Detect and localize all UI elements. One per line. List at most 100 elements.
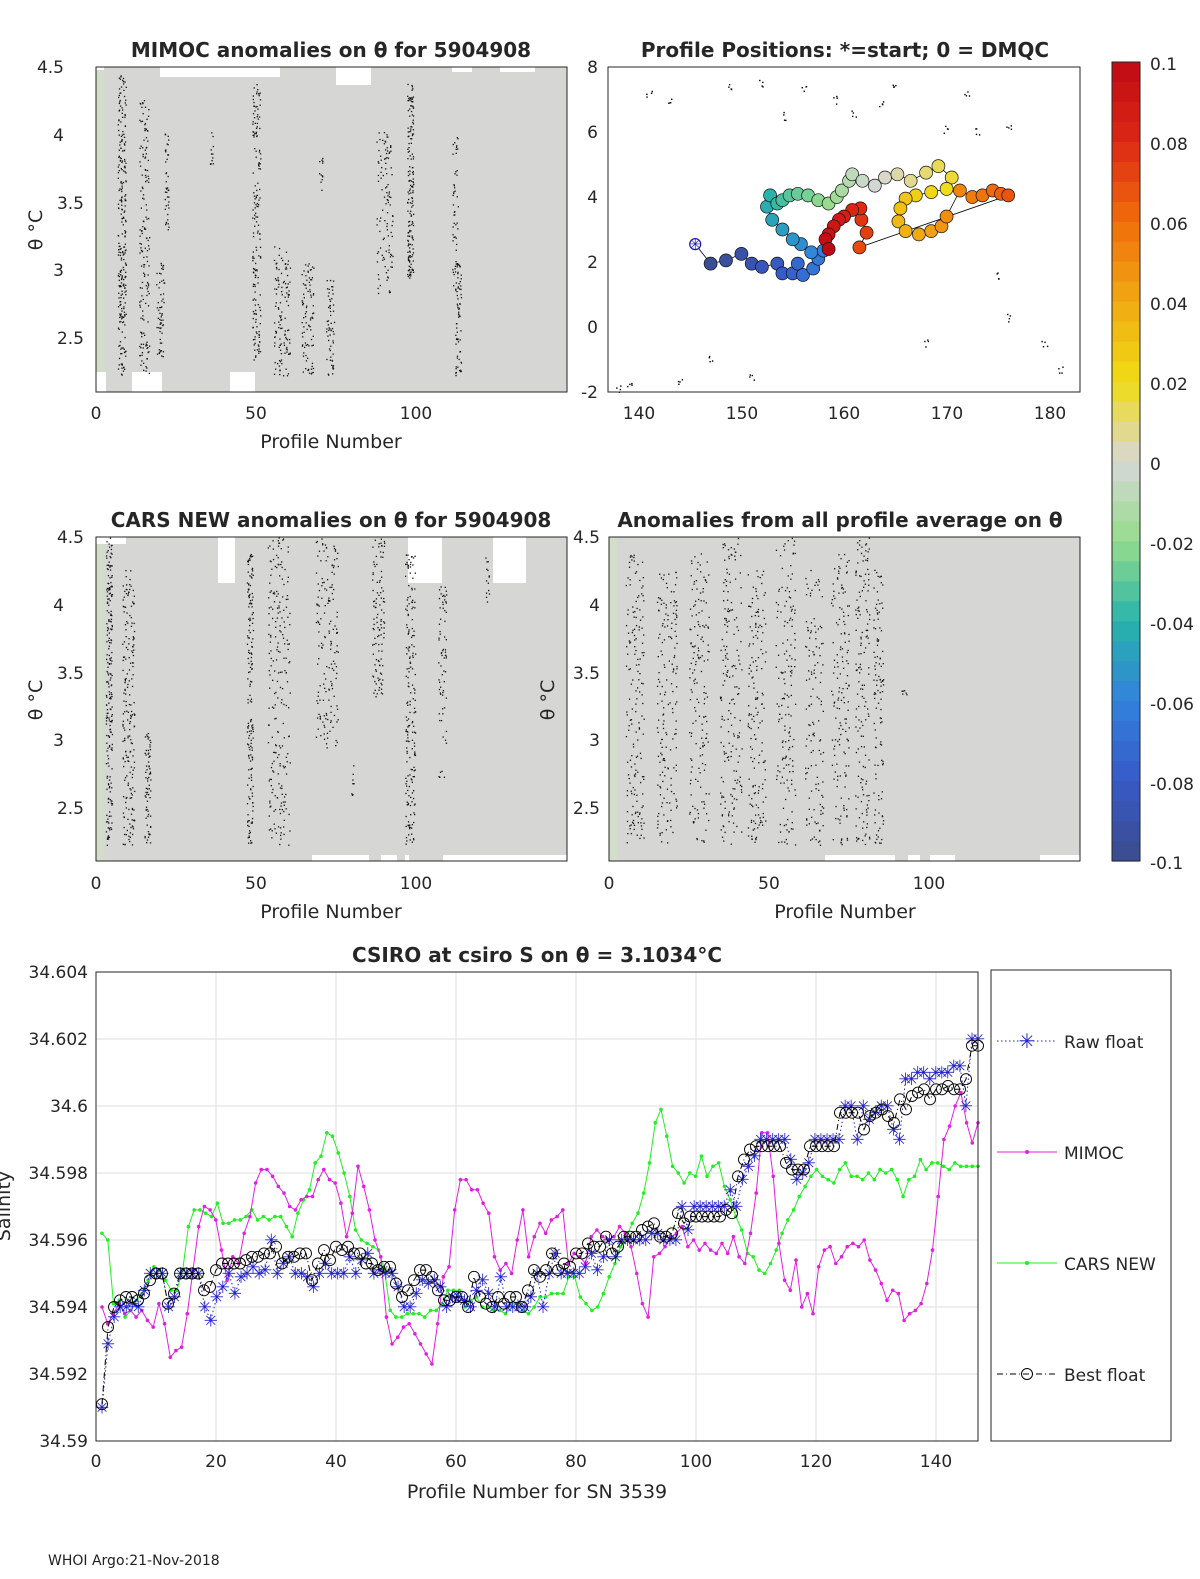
contour-dot	[408, 199, 409, 200]
contour-dot	[665, 732, 666, 733]
contour-dot	[276, 333, 277, 334]
contour-dot	[279, 255, 280, 256]
contour-dot	[381, 692, 382, 693]
contour-dot	[108, 648, 109, 649]
contour-dot	[308, 265, 309, 266]
contour-dot	[139, 243, 140, 244]
contour-dot	[736, 799, 737, 800]
contour-dot	[313, 293, 314, 294]
contour-dot	[386, 272, 387, 273]
contour-dot	[310, 279, 311, 280]
contour-dot	[694, 604, 695, 605]
contour-dot	[257, 116, 258, 117]
coast-speck	[883, 101, 884, 102]
mimoc-point	[351, 1211, 355, 1215]
contour-dot	[148, 116, 149, 117]
contour-dot	[868, 800, 869, 801]
contour-dot	[410, 105, 411, 106]
contour-dot	[289, 830, 290, 831]
contour-dot	[353, 783, 354, 784]
coast-speck	[754, 379, 755, 380]
contour-dot	[752, 598, 753, 599]
contour-dot	[822, 643, 823, 644]
contour-dot	[414, 635, 415, 636]
contour-dot	[120, 79, 121, 80]
contour-dot	[321, 190, 322, 191]
contour-dot	[407, 566, 408, 567]
contour-dot	[842, 661, 843, 662]
contour-dot	[414, 814, 415, 815]
contour-dot	[882, 584, 883, 585]
contour-dot	[866, 636, 867, 637]
contour-dot	[110, 642, 111, 643]
contour-dot	[149, 834, 150, 835]
contour-dot	[134, 726, 135, 727]
colorbar-swatch	[1112, 122, 1140, 143]
contour-dot	[486, 561, 487, 562]
contour-dot	[148, 305, 149, 306]
contour-dot	[250, 600, 251, 601]
contour-dot	[112, 803, 113, 804]
mimoc-point	[447, 1265, 451, 1269]
mimoc-point	[789, 1289, 793, 1293]
contour-dot	[762, 574, 763, 575]
contour-dot	[120, 255, 121, 256]
contour-dot	[440, 607, 441, 608]
contour-dot	[750, 626, 751, 627]
contour-dot	[284, 796, 285, 797]
contour-dot	[161, 315, 162, 316]
contour-dot	[377, 582, 378, 583]
contour-dot	[671, 638, 672, 639]
contour-dot	[676, 601, 677, 602]
contour-dot	[260, 168, 261, 169]
cars-point	[596, 1305, 600, 1309]
contour-dot	[456, 153, 457, 154]
contour-dot	[765, 820, 766, 821]
contour-dot	[692, 589, 693, 590]
contour-dot	[728, 608, 729, 609]
coast-speck	[804, 91, 805, 92]
contour-dot	[281, 788, 282, 789]
contour-dot	[789, 591, 790, 592]
avg-ylabel: θ °C	[537, 680, 559, 720]
contour-dot	[671, 683, 672, 684]
contour-dot	[326, 666, 327, 667]
coast-speck	[1007, 314, 1008, 315]
contour-dot	[860, 782, 861, 783]
contour-dot	[107, 776, 108, 777]
contour-dot	[121, 209, 122, 210]
contour-dot	[380, 285, 381, 286]
contour-dot	[145, 175, 146, 176]
avg-title: Anomalies from all profile average on θ	[617, 508, 1062, 532]
contour-dot	[111, 595, 112, 596]
contour-dot	[670, 749, 671, 750]
contour-dot	[704, 686, 705, 687]
contour-dot	[703, 808, 704, 809]
contour-dot	[107, 671, 108, 672]
contour-dot	[254, 298, 255, 299]
contour-dot	[454, 212, 455, 213]
contour-dot	[256, 93, 257, 94]
contour-dot	[634, 646, 635, 647]
contour-dot	[459, 283, 460, 284]
coast-speck	[651, 93, 652, 94]
contour-dot	[160, 273, 161, 274]
contour-dot	[406, 676, 407, 677]
contour-dot	[126, 636, 127, 637]
contour-dot	[458, 341, 459, 342]
contour-dot	[107, 596, 108, 597]
contour-dot	[861, 638, 862, 639]
contour-dot	[730, 713, 731, 714]
contour-dot	[841, 692, 842, 693]
contour-dot	[326, 715, 327, 716]
contour-dot	[409, 828, 410, 829]
contour-dot	[748, 705, 749, 706]
contour-dot	[409, 656, 410, 657]
coast-speck	[928, 341, 929, 342]
contour-dot	[133, 650, 134, 651]
coast-speck	[759, 80, 760, 81]
contour-dot	[698, 817, 699, 818]
contour-dot	[122, 160, 123, 161]
contour-dot	[283, 538, 284, 539]
contour-dot	[412, 668, 413, 669]
